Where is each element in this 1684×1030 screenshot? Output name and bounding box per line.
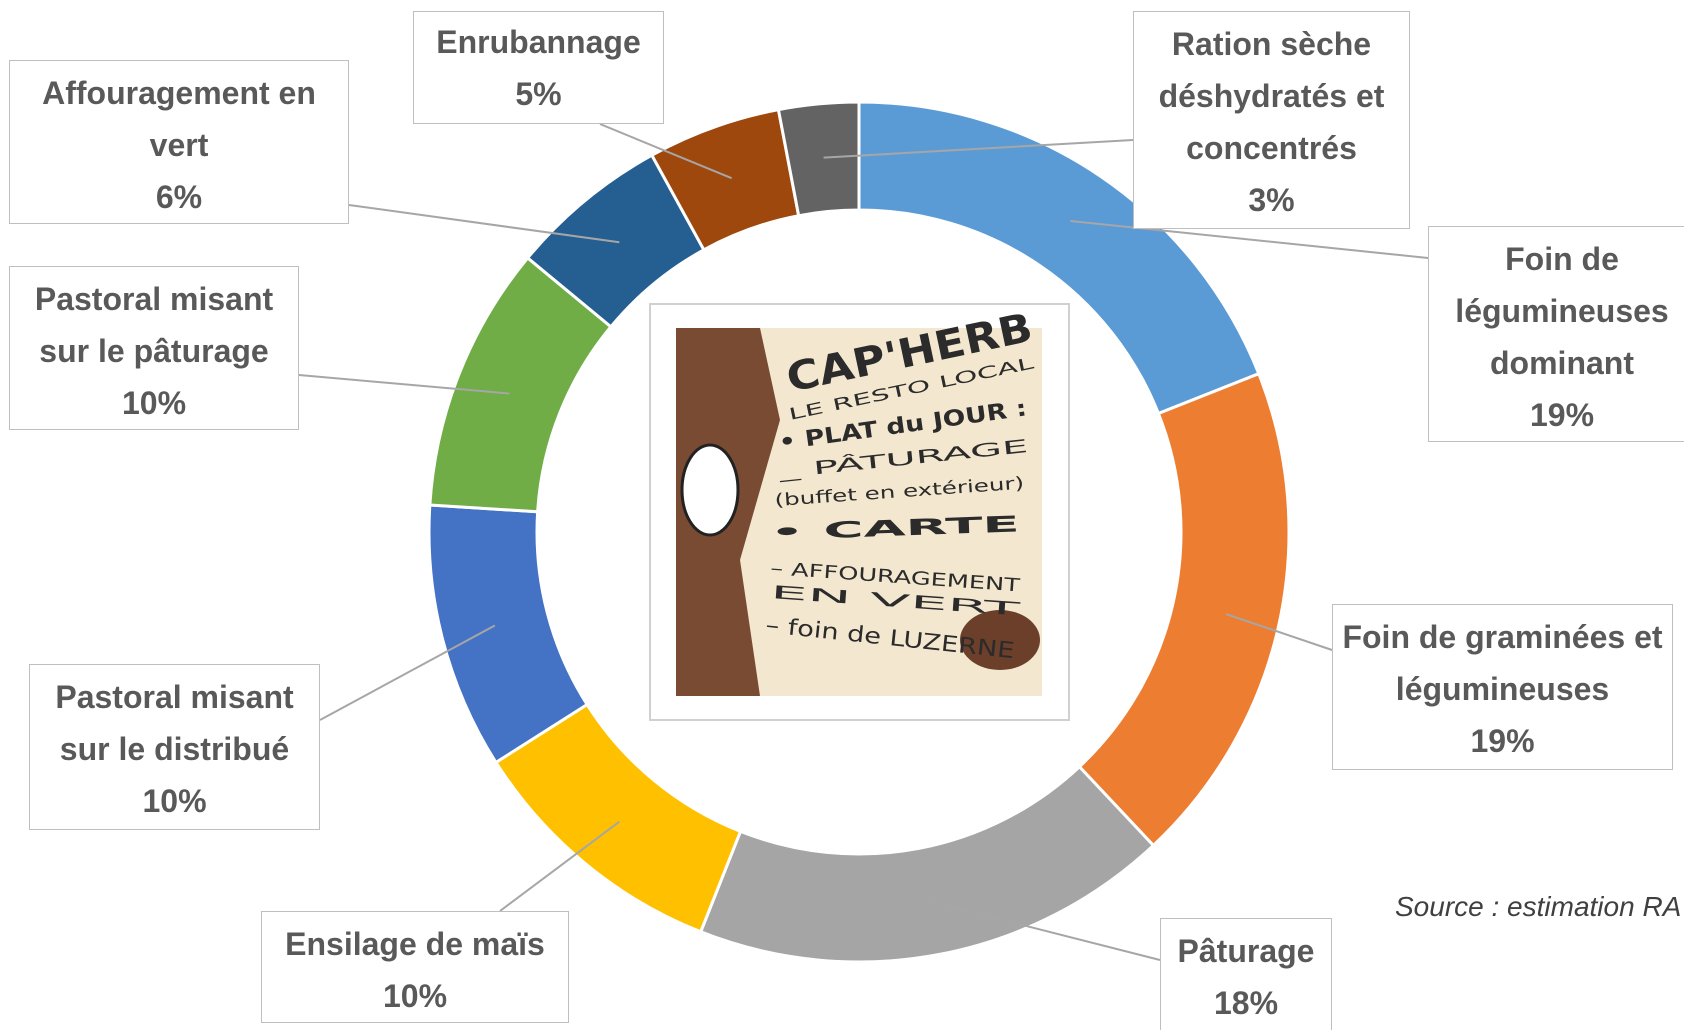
illustration-eye: [680, 443, 740, 537]
donut-slice: [1077, 371, 1291, 848]
illustration-hand: [960, 610, 1040, 670]
data-label: Foin de légumineuses dominant 19%: [1428, 226, 1684, 442]
leader-line: [499, 820, 620, 912]
leader-line: [599, 123, 733, 180]
value-label: 18%: [1213, 985, 1279, 1021]
value-label: 19%: [1529, 397, 1595, 433]
category-label: Pastoral misant sur le pâturage: [34, 281, 274, 369]
value-label: 3%: [1248, 182, 1295, 218]
donut-slice: [776, 100, 861, 218]
leader-line: [1070, 220, 1429, 259]
leader-line: [929, 900, 1161, 961]
category-label: Affouragement en vert: [42, 75, 316, 163]
donut-slice: [698, 764, 1156, 964]
data-label: Foin de graminées et légumineuses 19%: [1332, 604, 1673, 770]
leader-line: [1225, 613, 1333, 651]
category-label: Pâturage: [1177, 933, 1315, 969]
value-label: 5%: [515, 76, 562, 112]
value-label: 6%: [155, 179, 203, 215]
data-label: Ensilage de maïs 10%: [261, 911, 569, 1023]
data-label: Enrubannage 5%: [413, 11, 664, 124]
value-label: 10%: [382, 978, 448, 1014]
value-label: 19%: [1470, 723, 1535, 759]
data-label: Affouragement en vert 6%: [9, 60, 349, 224]
source-note: Source : estimation RA 2010: [1395, 891, 1684, 922]
leader-line: [823, 139, 1134, 159]
category-label: Ration sèche déshydratés et concentrés: [1158, 26, 1385, 166]
value-label: 10%: [121, 385, 187, 421]
category-label: Ensilage de maïs: [285, 926, 545, 962]
data-label: Pastoral misant sur le distribué 10%: [29, 664, 320, 830]
leader-line: [298, 374, 510, 395]
leader-line: [348, 204, 620, 244]
value-label: 10%: [142, 783, 207, 819]
leader-line: [319, 624, 496, 721]
data-label: Ration sèche déshydratés et concentrés 3%: [1133, 11, 1410, 229]
category-label: Foin de légumineuses dominant: [1455, 241, 1669, 381]
data-label: Pastoral misant sur le pâturage 10%: [9, 266, 299, 430]
category-label: Enrubannage: [436, 24, 641, 60]
data-label: Pâturage 18%: [1160, 918, 1332, 1030]
category-label: Foin de graminées et légumineuses: [1342, 619, 1663, 707]
category-label: Pastoral misant sur le distribué: [55, 679, 294, 767]
